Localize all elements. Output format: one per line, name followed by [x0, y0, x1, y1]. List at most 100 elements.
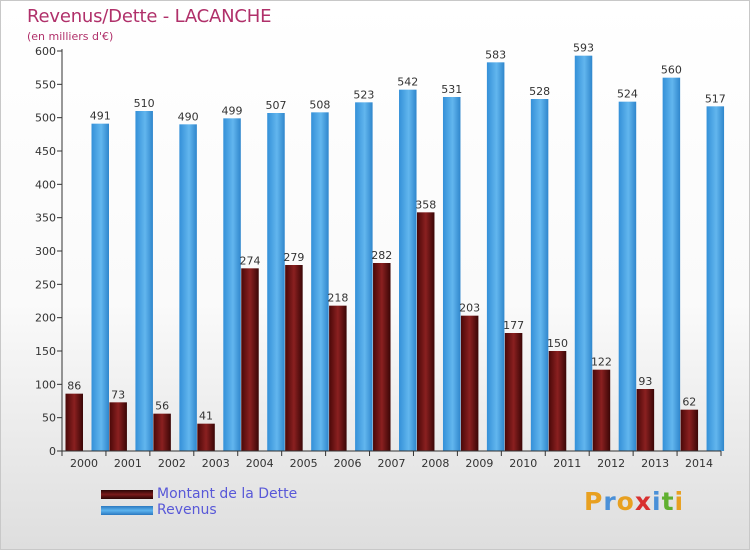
x-tick-label: 2013 — [641, 457, 669, 470]
y-tick-label: 550 — [35, 78, 56, 91]
logo-letter: i — [674, 487, 685, 516]
debt-bar-label: 122 — [591, 356, 612, 369]
revenue-bar — [91, 123, 109, 452]
y-tick-label: 450 — [35, 145, 56, 158]
logo-letter: P — [584, 487, 604, 516]
debt-bar-label: 62 — [682, 396, 696, 409]
revenue-bar — [486, 62, 505, 451]
x-tick-label: 2010 — [509, 457, 537, 470]
debt-bar-label: 218 — [327, 292, 348, 305]
debt-bar-label: 203 — [459, 302, 480, 315]
y-tick-label: 150 — [35, 345, 56, 358]
debt-bar — [636, 389, 655, 451]
debt-bar-label: 86 — [67, 380, 81, 393]
debt-bar — [416, 212, 435, 451]
debt-bar — [548, 351, 567, 451]
debt-bar-label: 73 — [111, 388, 125, 401]
y-tick-label: 400 — [35, 178, 56, 191]
y-tick-label: 350 — [35, 212, 56, 225]
y-tick-label: 600 — [35, 45, 56, 58]
debt-bar — [109, 402, 127, 451]
revenue-bar — [267, 113, 285, 451]
y-tick-label: 250 — [35, 278, 56, 291]
debt-bar-label: 41 — [199, 410, 213, 423]
legend-label-debt: Montant de la Dette — [157, 486, 298, 502]
revenue-bar-label: 491 — [90, 110, 111, 123]
revenue-bar-label: 499 — [222, 104, 243, 117]
revenue-bar — [135, 111, 153, 451]
logo-letter: o — [616, 487, 635, 516]
revenue-bar-label: 490 — [178, 110, 199, 123]
debt-bar — [153, 413, 171, 451]
x-tick-label: 2012 — [597, 457, 625, 470]
logo-letter: t — [661, 487, 675, 516]
debt-bar-label: 150 — [547, 337, 568, 350]
revenue-bar-label: 517 — [705, 92, 726, 105]
chart-title: Revenus/Dette - LACANCHE — [27, 6, 272, 27]
revenue-bar — [530, 99, 549, 451]
revenue-bar-label: 542 — [397, 76, 418, 89]
revenue-bar-label: 531 — [441, 83, 462, 96]
revenue-bar — [662, 77, 681, 452]
revenue-bar-label: 593 — [573, 42, 594, 55]
debt-bar-label: 358 — [415, 198, 436, 211]
y-tick-label: 200 — [35, 312, 56, 325]
debt-bar-label: 282 — [371, 249, 392, 262]
x-tick-label: 2003 — [202, 457, 230, 470]
x-tick-label: 2001 — [114, 457, 142, 470]
revenue-bar-label: 508 — [309, 98, 330, 111]
revenue-bar — [223, 118, 241, 451]
chart-subtitle: (en milliers d'€) — [27, 30, 114, 43]
debt-bar — [197, 423, 215, 451]
y-tick-label: 50 — [42, 412, 56, 425]
legend-label-revenue: Revenus — [157, 502, 217, 518]
revenue-bar-label: 510 — [134, 97, 155, 110]
revenue-bar — [442, 97, 461, 451]
revenue-bar — [574, 55, 593, 452]
debt-bar — [329, 305, 347, 451]
revenue-bar-label: 524 — [617, 88, 638, 101]
revenue-bar-label: 523 — [353, 88, 374, 101]
legend-swatch-debt — [101, 490, 153, 499]
x-tick-label: 2007 — [378, 457, 406, 470]
debt-bar-label: 279 — [283, 251, 304, 264]
debt-bar — [373, 263, 391, 451]
x-tick-label: 2011 — [553, 457, 581, 470]
x-tick-label: 2002 — [158, 457, 186, 470]
y-tick-label: 500 — [35, 112, 56, 125]
debt-bar-label: 56 — [155, 400, 169, 413]
debt-bar — [504, 333, 523, 451]
x-tick-label: 2014 — [685, 457, 713, 470]
debt-bar — [285, 265, 303, 451]
x-tick-label: 2004 — [246, 457, 274, 470]
y-tick-label: 300 — [35, 245, 56, 258]
x-tick-label: 2005 — [290, 457, 318, 470]
revenue-bar — [355, 102, 373, 451]
debt-bar — [65, 393, 83, 451]
x-tick-label: 2006 — [334, 457, 362, 470]
x-tick-label: 2000 — [70, 457, 98, 470]
logo-letter: x — [634, 487, 652, 516]
proxiti-logo: Proxiti — [584, 487, 684, 516]
debt-bar-label: 177 — [503, 319, 524, 332]
y-tick-label: 100 — [35, 378, 56, 391]
x-tick-label: 2008 — [421, 457, 449, 470]
debt-bar-label: 274 — [239, 254, 260, 267]
debt-bar — [460, 315, 479, 451]
legend-swatch-revenue — [101, 506, 153, 515]
revenue-bar-label: 583 — [485, 48, 506, 61]
logo-letter: i — [652, 487, 662, 516]
revenue-bar-label: 560 — [661, 64, 682, 77]
debt-bar — [680, 409, 699, 451]
debt-bar-label: 93 — [638, 375, 652, 388]
revenue-bar-label: 507 — [265, 99, 286, 112]
revenue-bar — [706, 106, 725, 451]
revenue-bar — [311, 112, 329, 451]
x-tick-label: 2009 — [465, 457, 493, 470]
debt-bar — [592, 369, 611, 451]
debt-bar — [241, 268, 259, 451]
revenue-bar-label: 528 — [529, 85, 550, 98]
y-tick-label: 0 — [49, 445, 56, 458]
